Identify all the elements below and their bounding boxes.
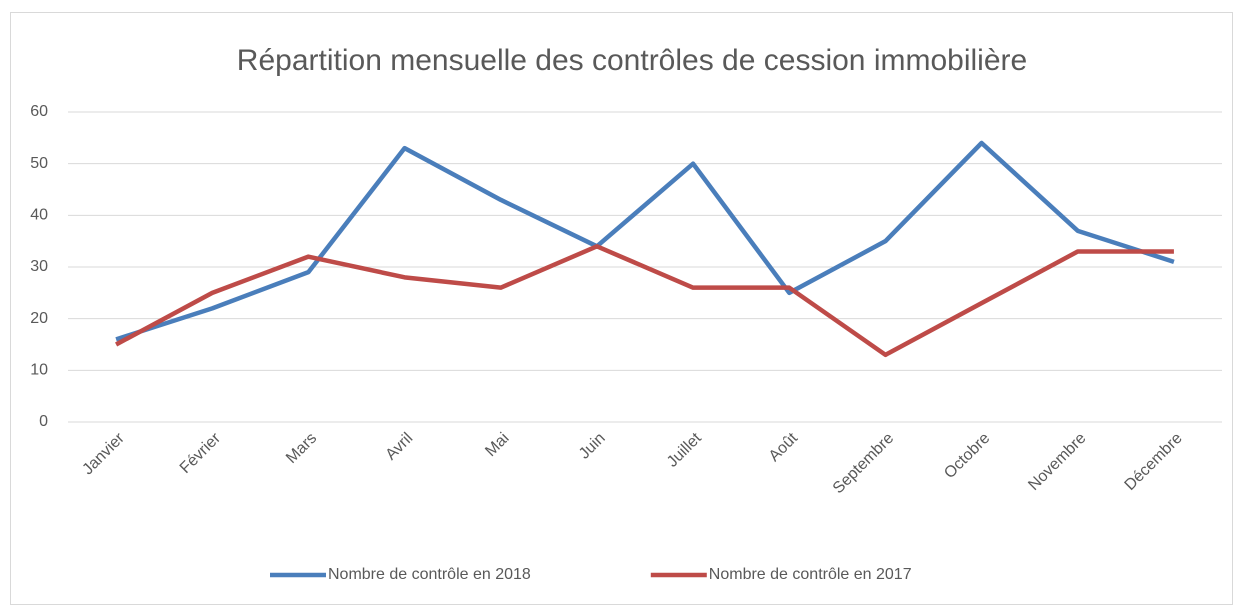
y-tick-label: 20 xyxy=(30,310,48,327)
series-line xyxy=(115,244,1174,358)
chart-title: Répartition mensuelle des contrôles de c… xyxy=(237,44,1027,77)
legend-label: Nombre de contrôle en 2017 xyxy=(709,566,912,583)
y-tick-label: 30 xyxy=(30,258,48,275)
y-tick-label: 60 xyxy=(30,103,48,120)
y-tick-label: 40 xyxy=(30,207,48,224)
y-tick-label: 0 xyxy=(39,413,48,430)
chart-border xyxy=(10,12,1233,605)
series-line xyxy=(115,140,1175,342)
legend-label: Nombre de contrôle en 2018 xyxy=(328,566,531,583)
y-tick-label: 10 xyxy=(30,362,48,379)
y-tick-label: 50 xyxy=(30,155,48,172)
